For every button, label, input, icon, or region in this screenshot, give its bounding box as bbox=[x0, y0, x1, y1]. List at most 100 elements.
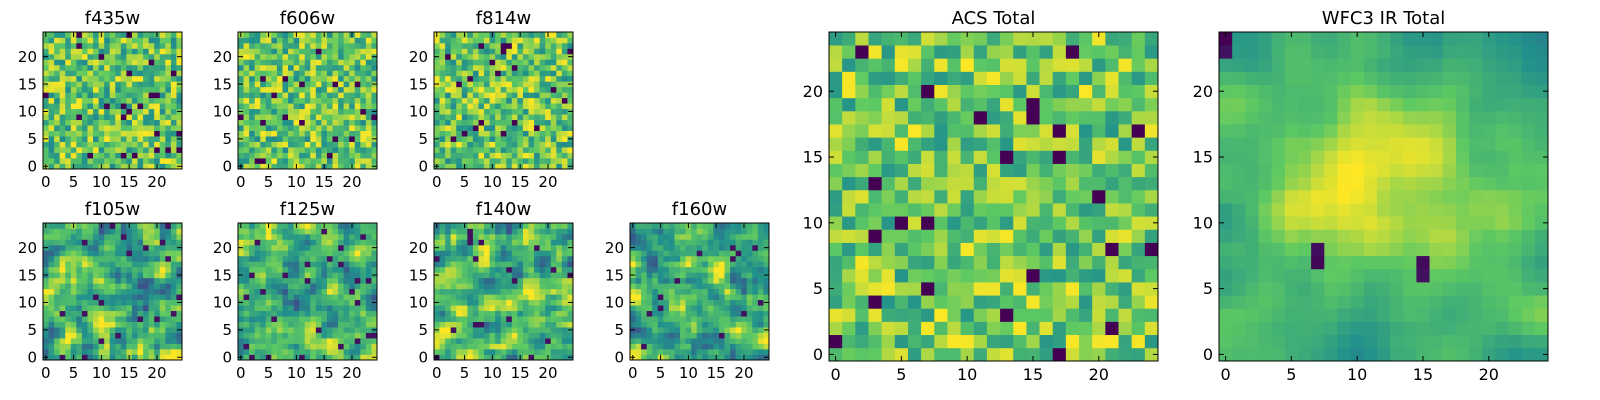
heatmap-cell bbox=[550, 223, 557, 229]
heatmap-cell bbox=[434, 147, 440, 153]
heatmap-cell bbox=[757, 327, 764, 333]
heatmap-cell bbox=[271, 59, 278, 66]
heatmap-cell bbox=[165, 59, 172, 66]
heatmap-cell bbox=[326, 163, 333, 170]
heatmap-cell bbox=[243, 305, 250, 312]
y-tick-label: 5 bbox=[418, 321, 428, 339]
heatmap-cell bbox=[741, 261, 748, 268]
heatmap-cell bbox=[332, 103, 339, 110]
heatmap-cell bbox=[1092, 242, 1106, 257]
heatmap-cell bbox=[724, 261, 731, 268]
heatmap-cell bbox=[478, 141, 485, 148]
heatmap-cell bbox=[500, 228, 507, 235]
heatmap-cell bbox=[260, 299, 267, 306]
heatmap-cell bbox=[59, 125, 66, 131]
heatmap-cell bbox=[115, 64, 122, 71]
x-tick-label: 20 bbox=[147, 173, 166, 191]
heatmap-cell bbox=[315, 327, 322, 333]
heatmap-cell bbox=[371, 223, 378, 229]
heatmap-cell bbox=[506, 81, 513, 88]
heatmap-cell bbox=[48, 103, 55, 110]
heatmap-cell bbox=[154, 136, 161, 142]
heatmap-cell bbox=[534, 59, 540, 66]
heatmap-cell bbox=[707, 283, 714, 290]
heatmap-cell bbox=[243, 239, 250, 246]
heatmap-cell bbox=[1105, 203, 1119, 217]
heatmap-cell bbox=[439, 48, 446, 55]
heatmap-cell bbox=[349, 266, 356, 273]
heatmap-cell bbox=[254, 277, 261, 284]
heatmap-cell bbox=[691, 266, 698, 273]
heatmap-cell bbox=[170, 114, 177, 121]
heatmap-cell bbox=[238, 250, 244, 257]
heatmap-cell bbox=[511, 354, 518, 361]
y-tick-label: 15 bbox=[605, 266, 624, 284]
heatmap-cell bbox=[511, 250, 518, 257]
heatmap-cell bbox=[907, 321, 922, 336]
heatmap-cell bbox=[472, 283, 479, 290]
heatmap-cell bbox=[249, 75, 256, 82]
heatmap-cell bbox=[326, 327, 333, 333]
heatmap-cell bbox=[360, 233, 367, 240]
heatmap-cell bbox=[545, 228, 552, 235]
heatmap-cell bbox=[439, 332, 446, 339]
heatmap-cell bbox=[321, 103, 328, 110]
heatmap-cell bbox=[674, 332, 681, 339]
heatmap-cell bbox=[456, 305, 463, 312]
heatmap-cell bbox=[76, 321, 83, 328]
heatmap-cell bbox=[1092, 308, 1106, 322]
heatmap-cell bbox=[326, 272, 333, 279]
heatmap-cell bbox=[349, 125, 356, 131]
heatmap-cell bbox=[54, 97, 61, 104]
heatmap-cell bbox=[43, 277, 49, 284]
heatmap-cell bbox=[947, 229, 961, 243]
heatmap-cell bbox=[763, 338, 770, 344]
heatmap-cell bbox=[907, 229, 922, 243]
heatmap-cell bbox=[137, 152, 144, 159]
y-tick-label: 0 bbox=[27, 349, 37, 367]
heatmap-cell bbox=[282, 233, 289, 240]
heatmap-cell bbox=[165, 316, 172, 322]
heatmap-cell bbox=[522, 163, 529, 170]
heatmap-cell bbox=[332, 119, 339, 126]
heatmap-cell bbox=[371, 288, 378, 295]
heatmap-cell bbox=[511, 266, 518, 273]
heatmap-cell bbox=[539, 125, 546, 131]
heatmap-cell bbox=[159, 70, 166, 77]
heatmap-cell bbox=[434, 37, 440, 44]
heatmap-cell bbox=[282, 283, 289, 290]
heatmap-cell bbox=[126, 233, 133, 240]
heatmap-cell bbox=[545, 114, 552, 121]
heatmap-cell bbox=[450, 86, 457, 93]
heatmap-cell bbox=[534, 294, 540, 301]
heatmap-cell bbox=[556, 244, 563, 251]
heatmap-cell bbox=[87, 163, 94, 170]
heatmap-cell bbox=[500, 92, 507, 99]
heatmap-cell bbox=[545, 147, 552, 153]
heatmap-cell bbox=[170, 272, 177, 279]
heatmap-cell bbox=[674, 321, 681, 328]
heatmap-cell bbox=[98, 332, 105, 339]
heatmap-cell bbox=[630, 349, 636, 355]
heatmap-cell bbox=[354, 97, 361, 104]
heatmap-cell bbox=[143, 327, 149, 333]
heatmap-cell bbox=[528, 321, 535, 328]
heatmap-cell bbox=[646, 250, 653, 257]
heatmap-cell bbox=[635, 299, 642, 306]
heatmap-cell bbox=[484, 136, 490, 142]
heatmap-cell bbox=[550, 97, 557, 104]
heatmap-cell bbox=[338, 32, 344, 38]
heatmap-cell bbox=[159, 163, 166, 170]
heatmap-cell bbox=[299, 255, 306, 262]
heatmap-cell bbox=[960, 321, 975, 336]
heatmap-cell bbox=[713, 294, 720, 301]
heatmap-cell bbox=[321, 86, 328, 93]
heatmap-cell bbox=[472, 327, 479, 333]
heatmap-cell bbox=[332, 64, 339, 71]
heatmap-cell bbox=[65, 255, 72, 262]
heatmap-cell bbox=[120, 158, 127, 164]
heatmap-cell bbox=[472, 316, 479, 322]
heatmap-cell bbox=[165, 250, 172, 257]
heatmap-cell bbox=[109, 233, 116, 240]
heatmap-cell bbox=[115, 114, 122, 121]
